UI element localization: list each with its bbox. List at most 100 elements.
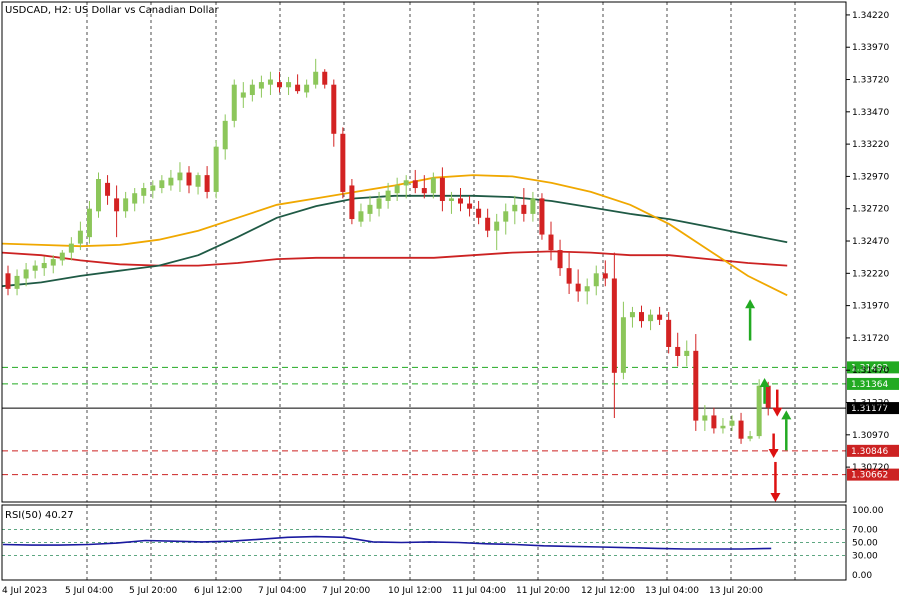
moving-averages [1,174,788,297]
candle-body [611,278,617,373]
candle-body [267,79,273,85]
candle-body [313,71,319,85]
candle-body [14,275,20,289]
candles [5,58,771,444]
candle-body [59,252,65,261]
candle-body [286,82,292,88]
price-tick-label: 1.30720 [852,463,889,473]
time-axis-label: 11 Jul 20:00 [516,586,570,596]
candle-body [666,319,672,347]
candle-body [548,234,554,251]
price-level-label: 1.31177 [851,404,888,414]
candle-body [385,190,391,201]
candle-body [675,346,681,357]
signal-arrows [745,299,792,502]
candle-body [258,82,264,89]
time-axis-label: 11 Jul 04:00 [452,586,506,596]
time-axis-label: 5 Jul 20:00 [129,586,178,596]
price-tick-label: 1.33220 [852,140,889,150]
candle-body [277,82,282,88]
price-tick-label: 1.31970 [852,302,889,312]
candle-body [168,177,174,186]
price-tick-label: 1.30970 [852,431,889,441]
candle-body [367,204,373,214]
candle-body [584,286,590,292]
candle-body [738,420,744,439]
price-tick-label: 1.32220 [852,269,889,279]
time-axis-label: 5 Jul 04:00 [65,586,114,596]
candle-body [521,204,527,214]
candle-body [86,208,92,238]
rsi-tick-label: 0.00 [852,571,872,581]
candle-body [123,198,129,212]
time-axis-label: 13 Jul 04:00 [645,586,699,596]
price-level-label: 1.31492 [851,363,888,373]
signal-arrow-head [745,299,756,309]
candle-body [439,177,445,201]
grid [86,2,796,580]
price-tick-label: 1.31470 [852,366,889,376]
candle-body [249,84,255,96]
candle-body [494,221,500,231]
signal-arrow-head [770,492,781,502]
time-axis-label: 6 Jul 12:00 [194,586,243,596]
candle-body [530,198,536,214]
time-axis-label: 10 Jul 12:00 [388,586,442,596]
candle-body [41,262,47,269]
candle-body [620,317,626,373]
price-pane-frame [1,1,847,503]
candle-body [132,193,138,204]
price-level-tag [847,402,899,415]
rsi-label: RSI(50) 40.27 [5,510,74,521]
candle-body [747,436,753,439]
rsi-pane-frame [1,504,847,581]
candle-body [512,204,518,212]
candle-body [657,314,663,320]
ma-mid-line [1,194,788,288]
candle-body [349,185,355,220]
candle-body [684,350,690,357]
candle-body [467,203,473,209]
candle-body [141,188,147,196]
candle-body [5,273,11,289]
candle-body [195,175,201,187]
candle-body [295,84,301,92]
candle-body [32,265,38,271]
signal-arrow-head [759,378,770,388]
price-level-label: 1.30662 [851,471,888,481]
candle-body [322,71,328,85]
candle-body [421,188,427,194]
candle-body [177,172,183,181]
candle-body [186,172,192,186]
rsi-tick-label: 100.00 [852,506,884,516]
candle-body [639,312,644,322]
signal-arrow-head [772,407,783,417]
candle-body [105,182,111,196]
price-tick-label: 1.32470 [852,237,889,247]
rsi-tick-label: 50.00 [852,539,878,549]
candle-body [231,84,237,121]
chart-title: USDCAD, H2: US Dollar vs Canadian Dollar [5,5,219,16]
candle-body [566,268,572,284]
axes: 4 Jul 2023 5 Jul 04:00 5 Jul 20:00 6 Jul 12… [1,1,889,596]
candle-body [50,259,56,266]
candle-body [394,185,400,194]
signal-arrow-head [781,410,792,420]
candle-body [458,198,463,204]
candle-body [448,198,454,201]
rsi-tick-label: 70.00 [852,526,878,536]
candle-body [240,92,246,98]
candle-body [213,146,219,192]
candle-body [629,312,635,318]
candle-body [648,314,654,322]
candle-body [340,133,346,192]
ma-fast-line [1,174,788,297]
price-tick-label: 1.34220 [852,11,889,21]
candle-body [358,211,364,222]
candle-body [96,179,101,212]
candle-body [729,420,735,426]
candle-body [756,385,762,437]
candle-body [711,415,717,429]
time-axis-label: 7 Jul 20:00 [322,586,371,596]
